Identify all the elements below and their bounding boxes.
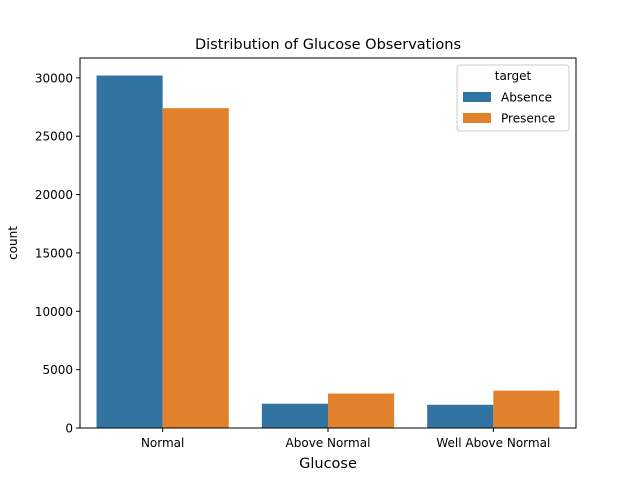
chart-title: Distribution of Glucose Observations [195,37,461,53]
y-tick-label: 0 [65,422,73,436]
bars-group [96,75,560,429]
x-tick-label: Above Normal [286,436,371,450]
bar-presence-1 [328,393,395,428]
legend-swatch-absence [463,92,491,102]
legend-swatch-presence [463,113,491,123]
y-tick-label: 25000 [35,130,73,144]
y-tick-label: 30000 [35,71,73,85]
y-axis-label: count [6,226,20,260]
y-tick-label: 5000 [42,363,73,377]
x-axis: Normal Above Normal Well Above Normal [141,428,550,450]
x-tick-label: Well Above Normal [436,436,550,450]
legend-title: target [495,69,532,83]
bar-presence-0 [162,108,229,429]
y-tick-label: 10000 [35,305,73,319]
y-axis: 0 5000 10000 15000 20000 25000 30000 [35,71,80,436]
bar-presence-2 [493,390,560,428]
x-axis-label: Glucose [299,456,357,472]
x-tick-label: Normal [141,436,184,450]
y-tick-label: 15000 [35,246,73,260]
y-tick-label: 20000 [35,188,73,202]
legend-label-absence: Absence [501,91,552,105]
legend: target Absence Presence [456,64,570,132]
bar-absence-2 [427,404,494,428]
bar-absence-1 [261,403,328,428]
bar-absence-0 [96,75,163,429]
legend-label-presence: Presence [501,112,555,126]
